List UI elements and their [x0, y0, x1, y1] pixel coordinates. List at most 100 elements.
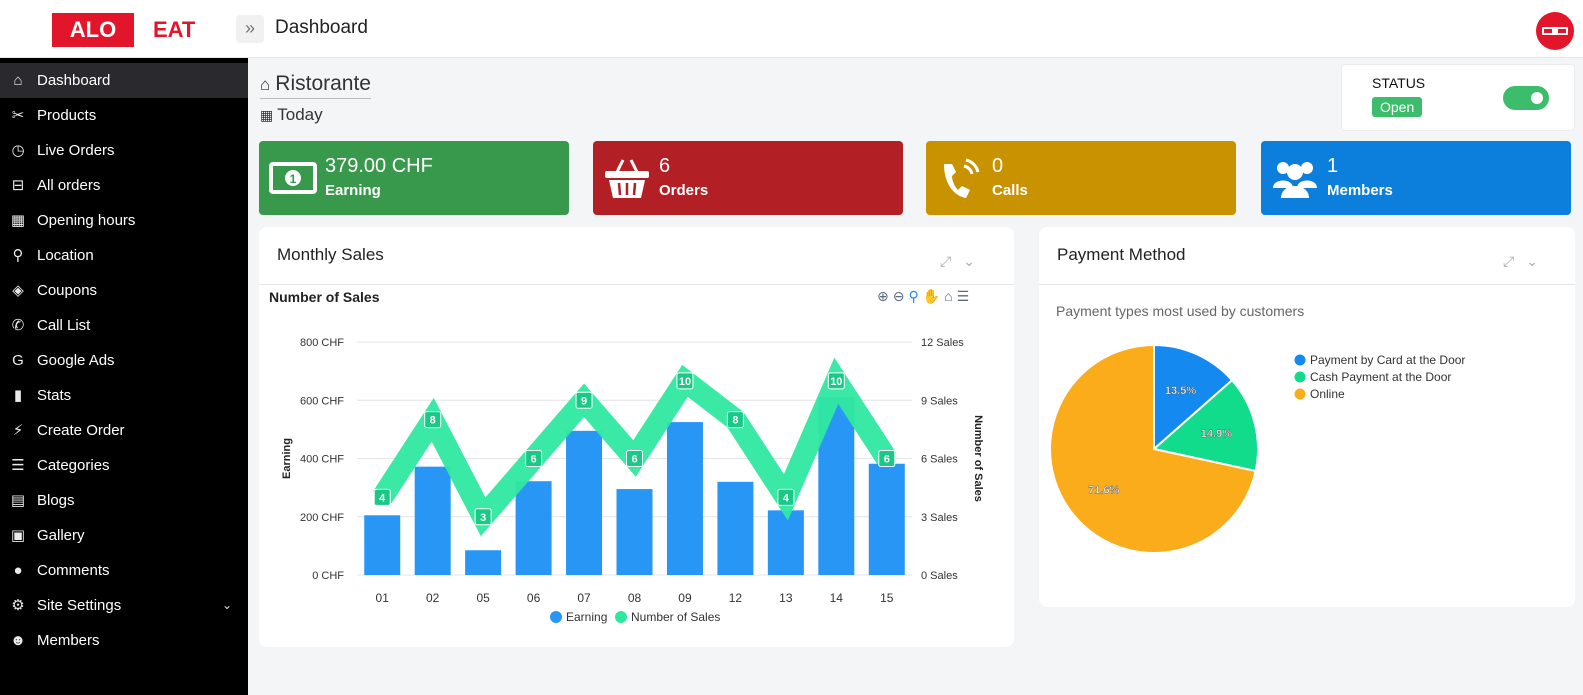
- page-title: Dashboard: [275, 17, 368, 38]
- stat-card-earning: 1 379.00 CHF Earning: [259, 141, 569, 215]
- panel-title: Payment Method: [1057, 245, 1186, 264]
- stat-label: Members: [1327, 182, 1393, 199]
- data-label: 10: [830, 376, 842, 388]
- chevron-down-icon[interactable]: ⌄: [1526, 253, 1538, 269]
- gear-icon: ⚙: [11, 597, 25, 614]
- bar-earning: [616, 489, 653, 575]
- y-axis-label-left: Earning: [281, 438, 293, 479]
- google-icon: G: [12, 352, 24, 369]
- basket-icon: [605, 159, 649, 198]
- chart-toolbar: ⊕⊖⚲✋⌂☰: [877, 288, 973, 305]
- sidebar-item-call-list[interactable]: ✆ Call List: [0, 308, 248, 343]
- reset-home-icon[interactable]: ⌂: [944, 288, 957, 304]
- sidebar-item-opening-hours[interactable]: ▦ Opening hours: [0, 203, 248, 238]
- legend-marker: [550, 611, 562, 623]
- panel-subtitle: Payment types most used by customers: [1056, 303, 1305, 319]
- pie-value-label: 71.6%: [1088, 484, 1119, 496]
- sidebar-item-create-order[interactable]: ⚡ Create Order: [0, 413, 248, 448]
- x-tick-label: 02: [426, 591, 440, 605]
- sidebar-toggle-button[interactable]: »: [236, 15, 264, 43]
- zoom-in-icon[interactable]: ⊕: [877, 288, 893, 304]
- sidebar-item-gallery[interactable]: ▣ Gallery: [0, 518, 248, 553]
- chart-title: Number of Sales: [269, 289, 380, 305]
- logo-alo[interactable]: ALO: [52, 13, 134, 47]
- sidebar-item-dashboard[interactable]: ⌂ Dashboard: [0, 63, 248, 98]
- bar-earning: [666, 422, 703, 575]
- sidebar-item-members[interactable]: ☻ Members: [0, 623, 248, 658]
- stat-label: Earning: [325, 182, 381, 199]
- sidebar-item-label: Live Orders: [37, 142, 115, 159]
- data-label-box: [878, 450, 896, 467]
- sidebar-item-products[interactable]: ✂ Products: [0, 98, 248, 133]
- data-label: 3: [480, 512, 486, 524]
- pie-value-label: 14.9%: [1201, 428, 1232, 440]
- sidebar-item-blogs[interactable]: ▤ Blogs: [0, 483, 248, 518]
- data-label-box: [676, 372, 694, 390]
- data-label-box: [777, 488, 795, 506]
- data-label: 4: [379, 492, 386, 504]
- sidebar-item-google-ads[interactable]: G Google Ads: [0, 343, 248, 378]
- legend-marker: [615, 611, 627, 623]
- sidebar-item-label: Dashboard: [37, 72, 111, 89]
- y-tick-right: 12 Sales: [921, 337, 964, 349]
- bar-earning: [414, 466, 451, 575]
- top-bar: ALO EAT » Dashboard: [0, 0, 1583, 58]
- sidebar-item-site-settings[interactable]: ⚙ Site Settings ⌄: [0, 588, 248, 623]
- sidebar-item-label: Coupons: [37, 282, 98, 299]
- x-tick-label: 14: [830, 591, 844, 605]
- sidebar-item-label: Comments: [37, 562, 110, 579]
- sidebar-item-coupons[interactable]: ◈ Coupons: [0, 273, 248, 308]
- divider: [1039, 284, 1575, 285]
- payment-method-panel: Payment Method ⤢ ⌄ Payment types most use…: [1039, 227, 1575, 607]
- sidebar-item-categories[interactable]: ☰ Categories: [0, 448, 248, 483]
- bar-earning: [515, 481, 552, 575]
- stat-card-calls: 0 Calls: [926, 141, 1236, 215]
- payment-pie-chart: 13.5% 14.9% 71.6% Payment by Card at the Do…: [1049, 343, 1465, 554]
- stat-value: 0: [992, 155, 1004, 177]
- stat-value: 1: [1327, 155, 1339, 177]
- pan-icon[interactable]: ✋: [922, 288, 945, 304]
- logo-eat[interactable]: EAT: [153, 17, 196, 42]
- x-tick-label: 05: [476, 591, 490, 605]
- calendar-icon: ▦: [260, 107, 274, 123]
- sidebar-item-location[interactable]: ⚲ Location: [0, 238, 248, 273]
- x-tick-label: 09: [678, 591, 692, 605]
- sidebar-item-label: Stats: [37, 387, 72, 404]
- sidebar-item-label: Products: [37, 107, 97, 124]
- data-label: 8: [732, 415, 738, 427]
- selection-zoom-icon[interactable]: ⚲: [908, 288, 923, 304]
- status-toggle[interactable]: [1503, 86, 1549, 110]
- sidebar-item-label: Call List: [37, 317, 91, 334]
- bar-earning: [566, 430, 603, 575]
- data-label-box: [525, 450, 543, 467]
- expand-icon[interactable]: ⤢: [940, 253, 952, 269]
- menu-icon[interactable]: ☰: [956, 288, 974, 304]
- sidebar-item-label: Blogs: [37, 492, 75, 509]
- sidebar-item-live-orders[interactable]: ◷ Live Orders: [0, 133, 248, 168]
- home-icon: ⌂: [13, 72, 23, 89]
- bar-earning: [717, 481, 754, 575]
- comment-icon: ●: [13, 562, 23, 579]
- monthly-sales-chart: 0 CHF 200 CHF 400 CHF 600 CHF 800 CHF 0 Sales…: [281, 337, 984, 624]
- sidebar-item-label: Create Order: [37, 422, 125, 439]
- sidebar: ⌂ Dashboard ✂ Products ◷ Live Orders ⊟ All orde…: [0, 58, 248, 695]
- stat-value: 379.00 CHF: [325, 155, 433, 177]
- sidebar-item-label: All orders: [37, 177, 101, 194]
- home-icon: ⌂: [260, 75, 271, 94]
- sidebar-item-stats[interactable]: ▮ Stats: [0, 378, 248, 413]
- expand-icon[interactable]: ⤢: [1503, 253, 1515, 269]
- users-icon: [1273, 162, 1317, 198]
- panel-tools: ⤢ ⌄: [928, 253, 975, 270]
- data-label: 10: [679, 376, 691, 388]
- sidebar-item-comments[interactable]: ● Comments: [0, 553, 248, 588]
- avatar[interactable]: [1536, 12, 1574, 50]
- sidebar-item-label: Site Settings: [37, 597, 122, 614]
- bar-earning: [364, 515, 401, 575]
- stat-label: Calls: [992, 182, 1028, 199]
- zoom-out-icon[interactable]: ⊖: [892, 288, 909, 304]
- chevron-down-icon[interactable]: ⌄: [963, 253, 975, 269]
- svg-text:1: 1: [290, 172, 297, 186]
- stat-card-members: 1 Members: [1261, 141, 1571, 215]
- x-tick-label: 08: [628, 591, 642, 605]
- sidebar-item-all-orders[interactable]: ⊟ All orders: [0, 168, 248, 203]
